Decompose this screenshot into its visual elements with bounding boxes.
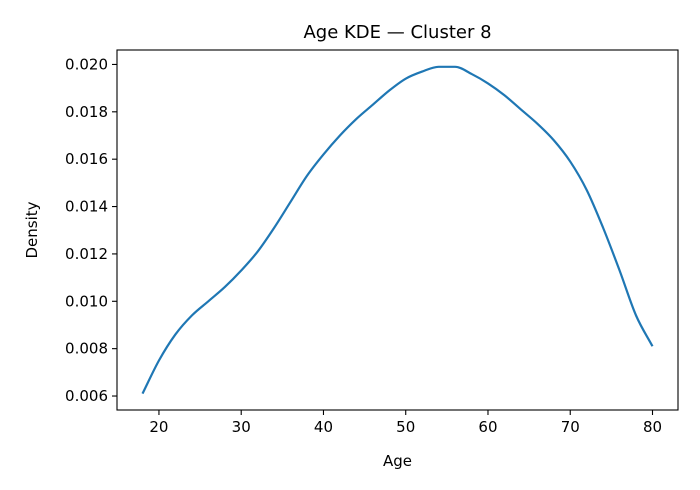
- plot-frame: [116, 49, 679, 411]
- series-line-0: [141, 65, 654, 395]
- plot-area: 20 30 40 50 60 70 80 0.006 0.008 0.010 0.012 0.014 0…: [65, 49, 679, 436]
- y-tick-label: 0.020: [65, 55, 108, 73]
- x-tick-label: 70: [561, 418, 580, 436]
- x-tick-label: 80: [643, 418, 662, 436]
- x-tick-label: 40: [314, 418, 333, 436]
- x-tick-label: 50: [396, 418, 415, 436]
- y-tick-label: 0.018: [65, 103, 108, 121]
- chart-title: Age KDE — Cluster 8: [303, 22, 491, 43]
- y-axis-title: Density: [23, 201, 41, 258]
- y-tick-label: 0.006: [65, 387, 108, 405]
- x-tick-label: 60: [478, 418, 497, 436]
- y-tick-label: 0.012: [65, 245, 108, 263]
- y-tick-label: 0.010: [65, 292, 108, 310]
- x-axis-title: Age: [383, 452, 412, 470]
- y-tick-label: 0.014: [65, 198, 108, 216]
- x-tick-label: 20: [149, 418, 168, 436]
- x-tick-label: 30: [232, 418, 251, 436]
- y-tick-label: 0.008: [65, 340, 108, 358]
- y-tick-label: 0.016: [65, 150, 108, 168]
